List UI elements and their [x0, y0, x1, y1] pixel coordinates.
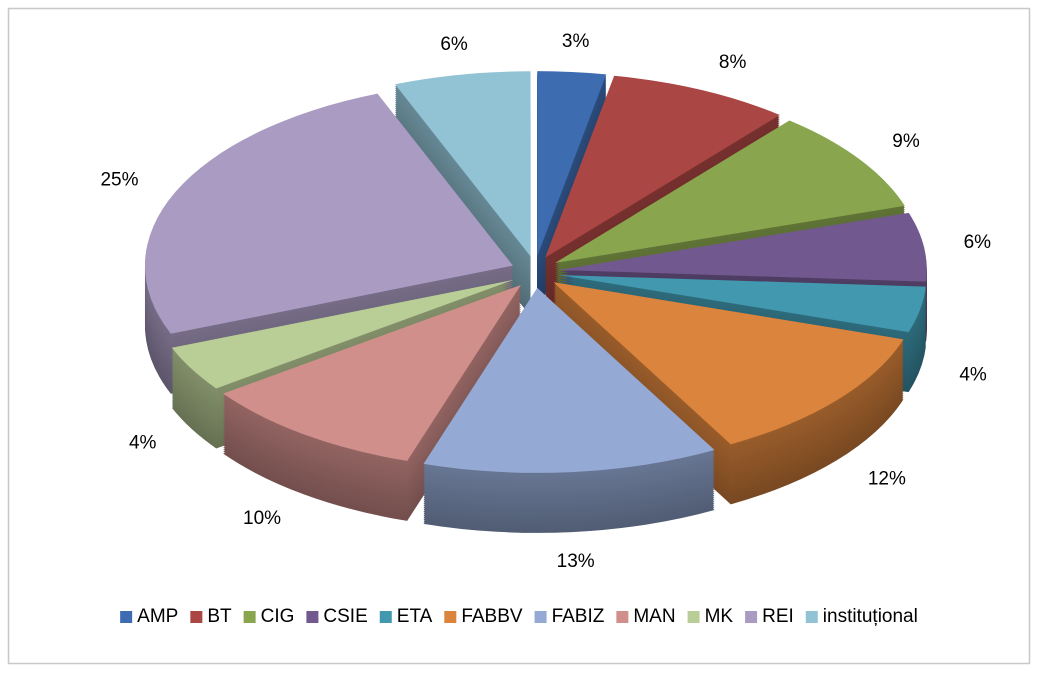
data-label: 8% [719, 52, 747, 73]
data-label: 6% [440, 34, 468, 55]
slice-top [558, 274, 926, 333]
legend-item: ETA [379, 606, 433, 627]
legend-swatch [243, 611, 256, 623]
legend-swatch [745, 611, 758, 623]
legend-swatch [805, 611, 818, 623]
legend-label: CIG [261, 606, 295, 627]
data-label: 25% [100, 169, 138, 190]
legend-item: instituțional [805, 606, 918, 627]
legend-label: instituțional [823, 606, 918, 627]
data-label: 4% [959, 364, 987, 385]
legend-label: FABBV [461, 606, 523, 627]
legend-label: FABIZ [552, 606, 605, 627]
legend-item: REI [745, 606, 794, 627]
legend-label: AMP [137, 606, 178, 627]
legend-label: REI [762, 606, 794, 627]
legend-swatch [379, 611, 392, 623]
legend-item: CSIE [306, 606, 368, 627]
data-label: 10% [243, 508, 281, 529]
data-labels: 3% 8% 9% 6% 4% 12% 13% 10% 4% 25% 6% [100, 31, 991, 572]
legend-label: ETA [397, 606, 433, 627]
legend-label: CSIE [323, 606, 367, 627]
slice [223, 284, 521, 521]
legend-label: MAN [633, 606, 675, 627]
legend-swatch [120, 611, 133, 623]
slice [553, 282, 904, 505]
legend-swatch [534, 611, 547, 623]
slice [423, 287, 715, 533]
slice-top [223, 284, 521, 461]
slice-top [395, 71, 531, 257]
data-label: 12% [868, 468, 906, 489]
legend-item: MAN [616, 606, 676, 627]
slice-top [144, 93, 513, 334]
legend-swatch [190, 611, 203, 623]
slice-top [537, 71, 607, 257]
legend-swatch [616, 611, 629, 623]
data-label: 4% [129, 432, 157, 453]
legend-item: CIG [243, 606, 295, 627]
legend: AMP BT CIG CSIE ETA FABBV FABIZ MAN MK REI institu… [120, 606, 918, 627]
slice-top [554, 120, 905, 264]
legend-swatch [306, 611, 319, 623]
legend-item: FABIZ [534, 606, 605, 627]
slice-top [545, 75, 780, 258]
legend-swatch [444, 611, 457, 623]
legend-item: AMP [120, 606, 178, 627]
legend-label: MK [705, 606, 734, 627]
legend-item: FABBV [444, 606, 523, 627]
slice-top [171, 279, 514, 389]
slice-top [553, 282, 904, 445]
data-label: 13% [557, 551, 595, 572]
legend-item: BT [190, 606, 232, 627]
data-label: 3% [562, 31, 590, 52]
legend-swatch [687, 611, 700, 623]
data-label: 9% [892, 131, 920, 152]
legend-item: MK [687, 606, 734, 627]
legend-label: BT [207, 606, 232, 627]
slice-top [423, 287, 715, 473]
data-label: 6% [964, 232, 992, 253]
slice-top [558, 212, 927, 282]
pie [144, 71, 927, 533]
